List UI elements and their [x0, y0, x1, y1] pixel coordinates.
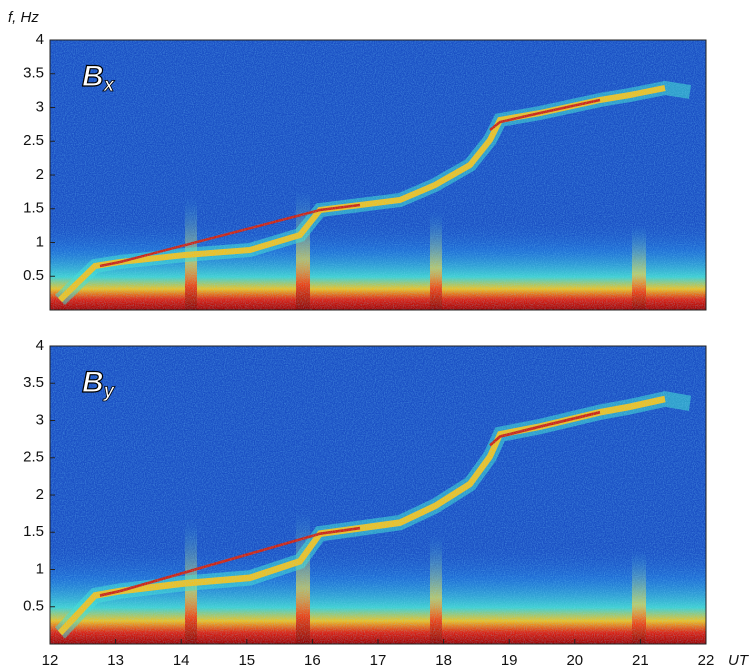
panel-2-image	[50, 346, 706, 644]
x-tick-label-ut: 19	[501, 652, 518, 666]
y-tick-label: 3	[36, 98, 44, 115]
panel-label-sub: x	[103, 75, 116, 96]
y-tick-label: 1.5	[23, 523, 44, 540]
y-tick-label: 4	[36, 337, 44, 354]
y-axis-label: f, Hz	[8, 9, 39, 26]
y-tick-label: 1.5	[23, 200, 44, 217]
x-tick-label-ut: 15	[238, 652, 255, 666]
y-tick-label: 2	[36, 486, 44, 503]
y-tick-label: 2	[36, 166, 44, 183]
y-tick-label: 4	[36, 31, 44, 48]
y-tick-label: 0.5	[23, 598, 44, 615]
x-tick-label-ut: 13	[107, 652, 124, 666]
y-tick-label: 1	[36, 233, 44, 250]
x-tick-label-ut: 22	[698, 652, 715, 666]
x-tick-label-ut: 12	[42, 652, 59, 666]
panel-1-image	[50, 40, 706, 310]
y-tick-label: 2.5	[23, 449, 44, 466]
y-tick-label: 3.5	[23, 374, 44, 391]
y-tick-label: 1	[36, 560, 44, 577]
x-tick-label-ut: 17	[370, 652, 387, 666]
x-tick-label-ut: 16	[304, 652, 321, 666]
y-tick-label: 2.5	[23, 132, 44, 149]
y-tick-label: 3	[36, 411, 44, 428]
panel-label-sub: y	[103, 381, 116, 402]
x-tick-label-ut: 14	[173, 652, 190, 666]
x-tick-label-ut: 20	[566, 652, 583, 666]
x-tick-label-ut: 21	[632, 652, 649, 666]
x-axis-label-ut: UT	[728, 652, 750, 666]
y-tick-label: 0.5	[23, 267, 44, 284]
y-tick-label: 3.5	[23, 65, 44, 82]
x-tick-label-ut: 18	[435, 652, 452, 666]
